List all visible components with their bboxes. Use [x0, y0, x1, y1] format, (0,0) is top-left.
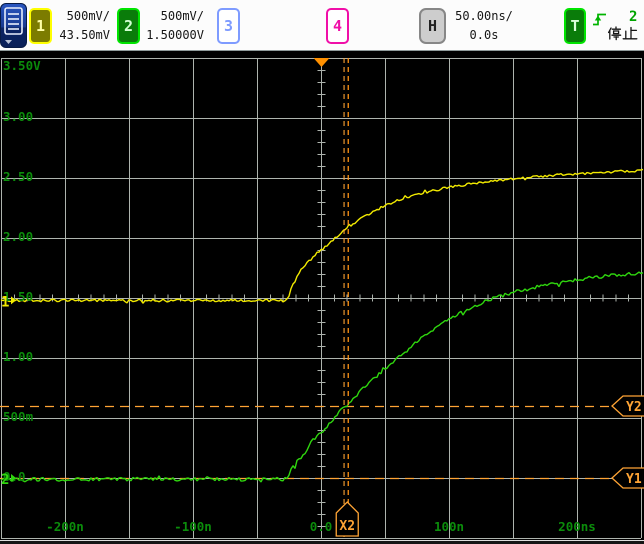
channel-2-settings[interactable]: 500mV/1.50000V	[143, 7, 204, 45]
run-state-stopped-glyph	[607, 26, 638, 41]
x-axis-label: -200n	[46, 519, 84, 534]
y-axis-label: 3.00	[3, 109, 33, 124]
horizontal-settings[interactable]: 50.00ns/0.0s	[451, 7, 517, 45]
y-axis-label: 1.00	[3, 349, 33, 364]
y-axis-label: 0.0	[3, 469, 26, 484]
menu-list-icon	[4, 7, 23, 44]
channel-1-scale: 500mV/	[66, 9, 110, 23]
y-axis-label: 3.50V	[3, 58, 41, 73]
rising-edge-icon	[593, 13, 606, 26]
y2-cursor-flag-label: Y2	[626, 400, 642, 415]
y-axis-label: 500m	[3, 409, 34, 424]
y2-cursor-flag[interactable]	[611, 395, 644, 417]
channel-2-badge[interactable]: 2	[117, 8, 140, 44]
y1-cursor-flag[interactable]	[611, 467, 644, 489]
channel-1-offset-marker[interactable]: 1	[1, 294, 9, 310]
channel-1-offset: 43.50mV	[59, 28, 110, 42]
y-axis-label: 2.00	[3, 229, 33, 244]
channel-4-badge[interactable]: 4	[326, 8, 349, 44]
y-axis-label: 1.50	[3, 289, 33, 304]
x-axis-label: 0.0	[310, 519, 333, 534]
channel-1-trace	[0, 168, 644, 304]
channel-2-trace	[0, 271, 644, 483]
channel-1-badge[interactable]: 1	[29, 8, 52, 44]
horizontal-badge[interactable]: H	[419, 8, 446, 44]
channel-2-offset: 1.50000V	[146, 28, 204, 42]
menu-button[interactable]	[0, 3, 27, 48]
x-axis-label: 200ns	[558, 519, 596, 534]
channel-2-offset-marker[interactable]: 2	[1, 472, 9, 488]
trigger-position-marker[interactable]	[313, 58, 330, 67]
x2-cursor-flag[interactable]	[335, 501, 359, 537]
channel-1-offset-marker-arrow	[11, 296, 16, 305]
x2-cursor-flag-label: X2	[339, 519, 355, 534]
x-axis-label: 100n	[434, 519, 464, 534]
y1-cursor-flag-label: Y1	[626, 472, 642, 487]
scope-graticule-svg: 3.50V 3.00 2.50 2.00 1.50 1.00 500m 0.0 -200n -10…	[0, 58, 644, 539]
y-axis-label: 2.50	[3, 169, 33, 184]
x-axis-label: -100n	[174, 519, 212, 534]
channel-2-offset-marker-arrow	[11, 474, 16, 482]
waveform-display[interactable]: 3.50V 3.00 2.50 2.00 1.50 1.00 500m 0.0 -200n -10…	[0, 52, 644, 544]
channel-3-badge[interactable]: 3	[217, 8, 240, 44]
bottom-highlight-line	[0, 540, 644, 541]
channel-1-settings[interactable]: 500mV/43.50mV	[50, 7, 110, 45]
trigger-badge[interactable]: T	[564, 8, 586, 44]
bottom-edge	[0, 541, 644, 544]
channel-2-scale: 500mV/	[160, 9, 204, 23]
timebase-delay: 0.0s	[469, 28, 499, 42]
header-bar: 1 500mV/43.50mV 2 500mV/1.50000V 3 4 H 5…	[0, 0, 644, 51]
timebase-scale: 50.00ns/	[455, 9, 513, 23]
trigger-source: 2	[629, 9, 638, 25]
